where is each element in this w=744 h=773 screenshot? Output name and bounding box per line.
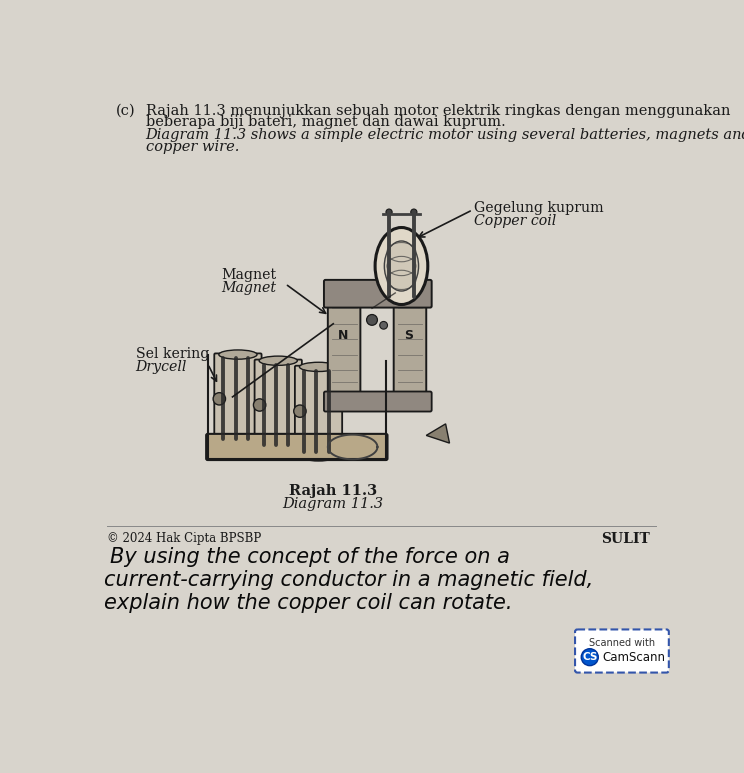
FancyBboxPatch shape [324, 391, 432, 411]
Text: © 2024 Hak Cipta BPSBP: © 2024 Hak Cipta BPSBP [107, 532, 261, 545]
Text: Diagram 11.3: Diagram 11.3 [283, 497, 384, 511]
Text: Scanned with: Scanned with [589, 638, 655, 648]
Circle shape [213, 393, 225, 405]
Text: Drycell: Drycell [135, 360, 187, 374]
Circle shape [367, 315, 377, 325]
FancyBboxPatch shape [254, 359, 302, 451]
FancyBboxPatch shape [328, 295, 360, 398]
FancyBboxPatch shape [214, 353, 262, 444]
Text: Magnet: Magnet [221, 281, 276, 295]
Text: Sel kering: Sel kering [135, 347, 209, 361]
FancyBboxPatch shape [206, 434, 388, 460]
Circle shape [411, 209, 417, 215]
Circle shape [294, 405, 306, 417]
Text: SULIT: SULIT [600, 532, 650, 546]
Text: CamScann: CamScann [602, 651, 665, 664]
Ellipse shape [385, 241, 419, 291]
Text: Gegelung kuprum: Gegelung kuprum [475, 200, 604, 215]
Text: copper wire.: copper wire. [146, 140, 239, 154]
Ellipse shape [299, 450, 338, 461]
Text: Copper coil: Copper coil [475, 213, 557, 228]
Text: Rajah 11.3: Rajah 11.3 [289, 484, 377, 498]
Circle shape [581, 649, 598, 666]
Text: By using the concept of the force on a: By using the concept of the force on a [110, 547, 510, 567]
Circle shape [379, 322, 388, 329]
Text: current-carrying conductor in a magnetic field,: current-carrying conductor in a magnetic… [104, 570, 593, 590]
Text: explain how the copper coil can rotate.: explain how the copper coil can rotate. [104, 593, 513, 613]
Ellipse shape [299, 363, 338, 372]
FancyBboxPatch shape [575, 629, 669, 673]
Polygon shape [426, 424, 449, 443]
FancyBboxPatch shape [295, 366, 342, 457]
Ellipse shape [219, 350, 257, 359]
Text: Rajah 11.3 menunjukkan sebuah motor elektrik ringkas dengan menggunakan: Rajah 11.3 menunjukkan sebuah motor elek… [146, 104, 730, 117]
Ellipse shape [375, 227, 428, 305]
FancyBboxPatch shape [324, 280, 432, 308]
Ellipse shape [259, 356, 298, 366]
Text: N: N [338, 329, 348, 342]
Circle shape [386, 209, 392, 215]
Text: S: S [404, 329, 413, 342]
Text: (c): (c) [116, 104, 136, 117]
Ellipse shape [259, 444, 298, 455]
Text: Diagram 11.3 shows a simple electric motor using several batteries, magnets and: Diagram 11.3 shows a simple electric mot… [146, 128, 744, 142]
Text: beberapa biji bateri, magnet dan dawai kuprum.: beberapa biji bateri, magnet dan dawai k… [146, 115, 505, 129]
FancyBboxPatch shape [394, 295, 426, 398]
Text: Magnet: Magnet [221, 268, 276, 282]
Circle shape [254, 399, 266, 411]
Ellipse shape [219, 438, 257, 448]
Text: CS: CS [582, 652, 597, 662]
